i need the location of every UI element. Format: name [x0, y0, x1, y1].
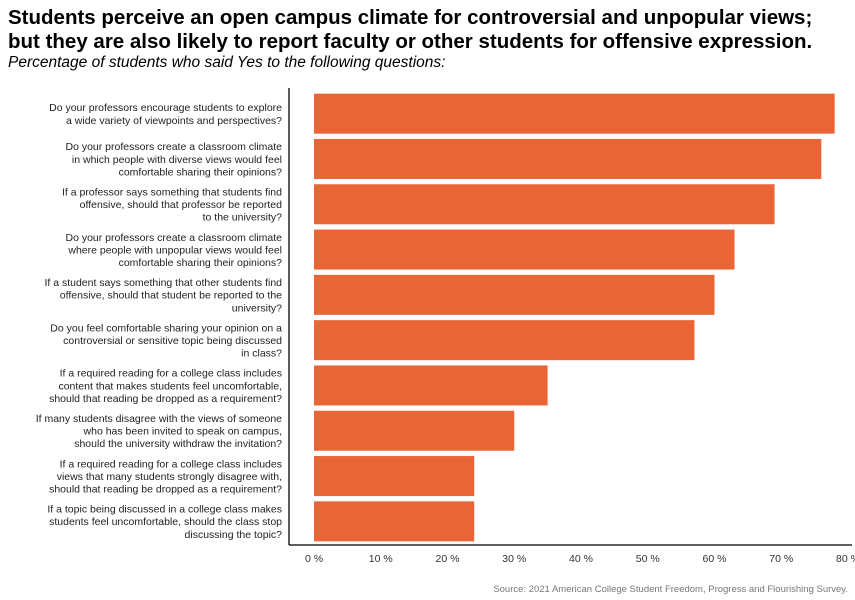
category-label-line: who has been invited to speak on campus, — [83, 426, 282, 438]
category-label: Do your professors create a classroom cl… — [66, 232, 283, 269]
bar — [314, 365, 548, 406]
bar — [314, 501, 475, 542]
category-label: If many students disagree with the views… — [36, 413, 282, 450]
bars-group — [314, 93, 835, 542]
category-label-line: offensive, should that professor be repo… — [80, 199, 283, 211]
category-label-line: content that makes students feel uncomfo… — [58, 380, 282, 392]
category-label-line: Do your professors create a classroom cl… — [66, 232, 283, 244]
category-label-line: to the university? — [203, 212, 283, 224]
category-label: Do you feel comfortable sharing your opi… — [50, 322, 282, 359]
category-label-line: Do your professors create a classroom cl… — [66, 141, 283, 153]
x-tick-label: 10 % — [369, 553, 393, 565]
bar — [314, 93, 835, 134]
source-note: Source: 2021 American College Student Fr… — [493, 584, 848, 595]
bar — [314, 138, 822, 179]
category-label-line: discussing the topic? — [185, 529, 283, 541]
category-label-line: If a student says something that other s… — [44, 277, 282, 289]
category-label-line: comfortable sharing their opinions? — [119, 257, 283, 269]
chart-subtitle: Percentage of students who said Yes to t… — [8, 54, 446, 71]
category-label-line: If a required reading for a college clas… — [60, 458, 282, 470]
category-label-line: views that many students strongly disagr… — [57, 471, 282, 483]
category-label: Do your professors create a classroom cl… — [66, 141, 283, 178]
category-label-line: controversial or sensitive topic being d… — [63, 335, 282, 347]
x-tick-label: 50 % — [636, 553, 660, 565]
x-tick-label: 40 % — [569, 553, 593, 565]
category-label-line: a wide variety of viewpoints and perspec… — [66, 115, 282, 127]
bar — [314, 184, 775, 225]
category-label: If a professor says something that stude… — [62, 186, 282, 223]
x-tick-label: 30 % — [502, 553, 526, 565]
bar — [314, 320, 695, 361]
category-label-line: If many students disagree with the views… — [36, 413, 282, 425]
category-label-line: in class? — [241, 348, 282, 360]
category-label: If a student says something that other s… — [44, 277, 282, 314]
category-label-line: offensive, should that student be report… — [60, 290, 282, 302]
category-label-line: where people with unpopular views would … — [67, 244, 282, 256]
bar — [314, 229, 735, 270]
category-labels-group: Do your professors encourage students to… — [36, 102, 282, 541]
chart-title: Students perceive an open campus climate… — [8, 6, 853, 54]
x-tick-label: 60 % — [703, 553, 727, 565]
category-label-line: If a professor says something that stude… — [62, 186, 282, 198]
x-tick-label: 20 % — [436, 553, 460, 565]
bar — [314, 456, 475, 497]
x-tick-label: 70 % — [769, 553, 793, 565]
category-label: If a required reading for a college clas… — [49, 368, 282, 405]
x-tick-label: 0 % — [305, 553, 323, 565]
category-label: If a topic being discussed in a college … — [47, 504, 282, 541]
x-axis-ticks-group: 0 % 10 % 20 % 30 % 40 % 50 % 60 % 70 % 80 % — [305, 553, 855, 565]
chart-title-line-2: but they are also likely to report facul… — [8, 30, 813, 53]
category-label-line: should the university withdraw the invit… — [74, 438, 282, 450]
category-label-line: If a required reading for a college clas… — [60, 368, 282, 380]
category-label-line: comfortable sharing their opinions? — [119, 166, 283, 178]
category-label-line: If a topic being discussed in a college … — [47, 504, 282, 516]
chart-title-line-1: Students perceive an open campus climate… — [8, 6, 813, 29]
x-tick-label: 80 % — [836, 553, 855, 565]
category-label-line: Do your professors encourage students to… — [49, 102, 282, 114]
category-label-line: should that reading be dropped as a requ… — [49, 483, 282, 495]
category-label-line: Do you feel comfortable sharing your opi… — [50, 322, 282, 334]
category-label-line: university? — [232, 302, 282, 314]
category-label: If a required reading for a college clas… — [49, 458, 282, 495]
category-label-line: students feel uncomfortable, should the … — [49, 516, 282, 528]
bar — [314, 274, 715, 315]
category-label-line: in which people with diverse views would… — [72, 154, 282, 166]
bar — [314, 410, 515, 451]
category-label-line: should that reading be dropped as a requ… — [49, 393, 282, 405]
category-label: Do your professors encourage students to… — [49, 102, 282, 127]
